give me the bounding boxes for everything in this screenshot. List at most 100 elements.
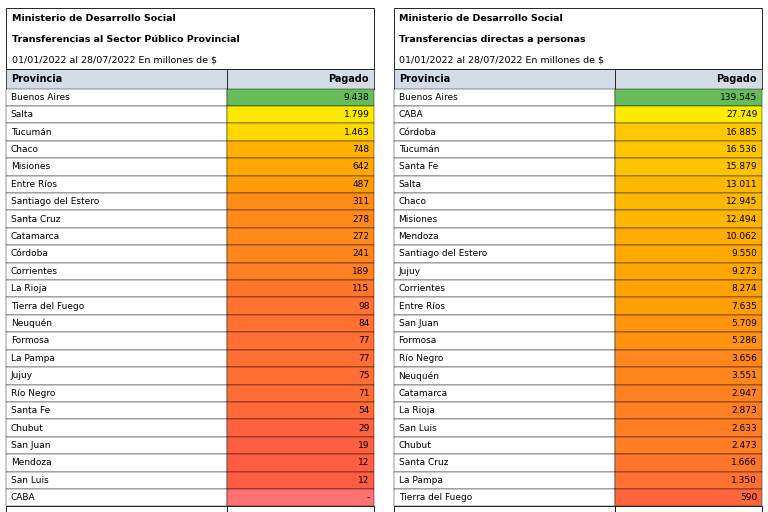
Bar [394,419,614,437]
Text: Santa Cruz: Santa Cruz [11,215,60,224]
Bar [6,506,227,512]
Text: Corrientes: Corrientes [11,267,58,276]
Bar [394,123,614,141]
Bar [6,89,227,106]
Bar [6,8,374,69]
Bar [6,472,227,489]
Bar [6,176,227,193]
Text: 5.286: 5.286 [731,336,757,346]
Text: 84: 84 [358,319,369,328]
Text: Entre Ríos: Entre Ríos [11,180,57,189]
Text: 272: 272 [353,232,369,241]
Text: Río Negro: Río Negro [399,354,443,363]
Text: Chaco: Chaco [399,197,426,206]
Bar [614,263,762,280]
Text: 10.062: 10.062 [726,232,757,241]
Bar [227,106,374,123]
Bar [6,315,227,332]
Text: La Pampa: La Pampa [11,354,55,363]
Text: La Rioja: La Rioja [399,406,435,415]
Bar [227,419,374,437]
Text: Chubut: Chubut [11,423,44,433]
Bar [6,228,227,245]
Bar [614,332,762,350]
Text: -: - [366,493,369,502]
Text: 29: 29 [358,423,369,433]
Bar [394,193,614,210]
Text: 9.550: 9.550 [731,249,757,259]
Text: Buenos Aires: Buenos Aires [399,93,457,102]
Text: 01/01/2022 al 28/07/2022 En millones de $: 01/01/2022 al 28/07/2022 En millones de … [399,55,604,65]
Text: Formosa: Formosa [399,336,437,346]
Bar [394,8,762,69]
Bar [394,472,614,489]
Bar [227,489,374,506]
Text: Pagado: Pagado [328,74,369,84]
Bar [394,385,614,402]
Text: 2.473: 2.473 [732,441,757,450]
Bar [227,315,374,332]
Text: 487: 487 [353,180,369,189]
Text: Santiago del Estero: Santiago del Estero [399,249,487,259]
Bar [227,245,374,263]
Text: 19: 19 [358,441,369,450]
Text: 12.494: 12.494 [726,215,757,224]
Bar [394,489,614,506]
Bar [6,402,227,419]
Bar [614,89,762,106]
Text: Córdoba: Córdoba [11,249,48,259]
Text: 2.873: 2.873 [731,406,757,415]
Bar [227,69,374,89]
Bar [394,210,614,228]
Bar [394,106,614,123]
Text: 9.273: 9.273 [731,267,757,276]
Text: San Luis: San Luis [11,476,48,485]
Text: 77: 77 [358,354,369,363]
Text: Misiones: Misiones [399,215,438,224]
Text: 189: 189 [353,267,369,276]
Bar [227,332,374,350]
Text: Salta: Salta [399,180,422,189]
Text: 15.879: 15.879 [726,162,757,172]
Text: CABA: CABA [11,493,35,502]
Bar [227,280,374,297]
Bar [614,210,762,228]
Text: 71: 71 [358,389,369,398]
Bar [6,332,227,350]
Text: 1.666: 1.666 [731,458,757,467]
Bar [6,385,227,402]
Text: San Luis: San Luis [399,423,436,433]
Bar [394,89,614,106]
Text: 5.709: 5.709 [731,319,757,328]
Bar [394,454,614,472]
Text: 241: 241 [353,249,369,259]
Text: Tucumán: Tucumán [11,127,51,137]
Bar [227,454,374,472]
Bar [394,141,614,158]
Bar [6,297,227,315]
Text: 590: 590 [740,493,757,502]
Text: 98: 98 [358,302,369,311]
Text: 1.799: 1.799 [343,110,369,119]
Text: 12: 12 [358,458,369,467]
Text: 2.633: 2.633 [731,423,757,433]
Text: Santa Cruz: Santa Cruz [399,458,448,467]
Bar [394,280,614,297]
Text: Provincia: Provincia [12,74,63,84]
Bar [6,489,227,506]
Text: Formosa: Formosa [11,336,49,346]
Bar [394,263,614,280]
Text: La Pampa: La Pampa [399,476,442,485]
Bar [6,367,227,385]
Bar [227,228,374,245]
Bar [227,367,374,385]
Bar [6,210,227,228]
Text: Neuquén: Neuquén [399,371,439,380]
Text: 3.551: 3.551 [731,371,757,380]
Bar [614,385,762,402]
Bar [614,315,762,332]
Bar [614,193,762,210]
Text: Tucumán: Tucumán [399,145,439,154]
Text: 311: 311 [353,197,369,206]
Bar [614,106,762,123]
